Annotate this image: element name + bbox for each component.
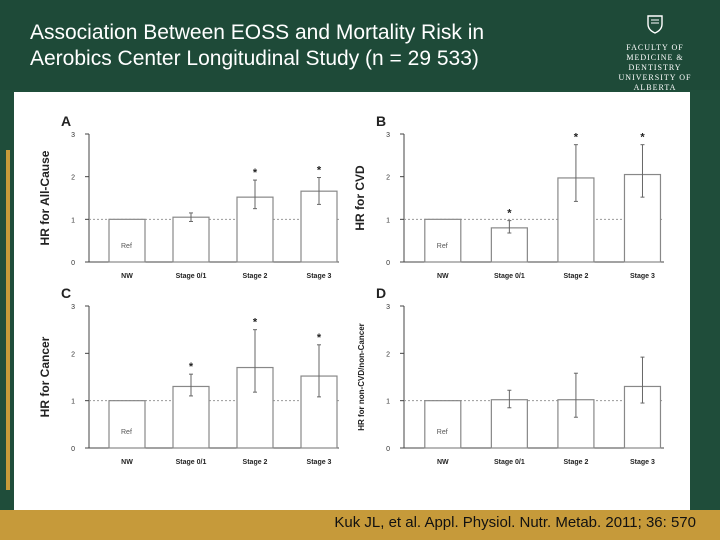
bar xyxy=(108,400,146,449)
y-tick-label: 0 xyxy=(386,260,390,267)
y-tick-label: 1 xyxy=(386,399,390,406)
x-tick-label: Stage 2 xyxy=(563,459,588,466)
significance-star: * xyxy=(640,132,645,144)
y-tick-label: 3 xyxy=(71,132,75,139)
y-tick-label: 2 xyxy=(71,175,75,182)
panel-letter: A xyxy=(61,113,71,129)
significance-star: * xyxy=(317,165,322,177)
panel-letter: C xyxy=(61,285,71,301)
y-tick-label: 3 xyxy=(386,304,390,311)
chart-panel-b: B HR for CVD 0 1 2 3 Ref NW * Stage 0/1 * Stage 2 * S… xyxy=(353,113,664,280)
y-axis-label: HR for CVD xyxy=(353,165,367,231)
chart-panel-d: D HR for non-CVD/non-Cancer 0 1 2 3 Ref NW Stage… xyxy=(357,285,664,466)
logo-line-medicine: MEDICINE & DENTISTRY xyxy=(626,53,684,72)
y-tick-label: 1 xyxy=(386,217,390,224)
figure-panel: A HR for All-Cause 0 1 2 3 Ref NW Stage 0/1 * Stag… xyxy=(14,92,690,510)
citation-text: Kuk JL, et al. Appl. Physiol. Nutr. Meta… xyxy=(334,514,696,531)
y-tick-label: 3 xyxy=(386,132,390,139)
ref-label: Ref xyxy=(121,429,132,436)
university-logo: FACULTY OF MEDICINE & DENTISTRY UNIVERSI… xyxy=(600,14,710,92)
significance-star: * xyxy=(253,317,258,329)
significance-star: * xyxy=(574,132,579,144)
left-accent-strip xyxy=(6,150,10,490)
significance-star: * xyxy=(317,332,322,344)
crest-icon xyxy=(647,15,663,34)
chart-panel-c: C HR for Cancer 0 1 2 3 Ref NW * Stage 0/1 * Stage … xyxy=(38,285,339,466)
chart-figure: A HR for All-Cause 0 1 2 3 Ref NW Stage 0/1 * Stag… xyxy=(38,113,664,466)
significance-star: * xyxy=(189,361,194,373)
x-tick-label: Stage 0/1 xyxy=(176,459,207,466)
significance-star: * xyxy=(253,167,258,179)
bar xyxy=(172,216,210,263)
x-tick-label: Stage 3 xyxy=(307,273,332,280)
ref-label: Ref xyxy=(437,429,448,436)
logo-line-faculty: FACULTY OF xyxy=(626,43,684,52)
x-tick-label: Stage 2 xyxy=(243,459,268,466)
y-axis-label: HR for All-Cause xyxy=(38,150,52,245)
slide-header: Association Between EOSS and Mortality R… xyxy=(0,0,720,92)
y-tick-label: 2 xyxy=(71,351,75,358)
y-tick-label: 1 xyxy=(71,217,75,224)
y-tick-label: 0 xyxy=(71,446,75,453)
chart-panel-a: A HR for All-Cause 0 1 2 3 Ref NW Stage 0/1 * Stag… xyxy=(38,113,339,280)
x-tick-label: Stage 0/1 xyxy=(176,273,207,280)
x-tick-label: NW xyxy=(121,273,133,280)
x-tick-label: Stage 3 xyxy=(630,273,655,280)
x-tick-label: NW xyxy=(121,459,133,466)
slide-title: Association Between EOSS and Mortality R… xyxy=(30,21,485,70)
x-tick-label: NW xyxy=(437,273,449,280)
y-axis-label: HR for Cancer xyxy=(38,336,52,417)
x-tick-label: Stage 2 xyxy=(243,273,268,280)
x-tick-label: Stage 3 xyxy=(630,459,655,466)
logo-line-university: UNIVERSITY OF ALBERTA xyxy=(618,73,692,92)
panel-letter: B xyxy=(376,113,386,129)
x-tick-label: NW xyxy=(437,459,449,466)
x-tick-label: Stage 0/1 xyxy=(494,459,525,466)
x-tick-label: Stage 0/1 xyxy=(494,273,525,280)
y-tick-label: 0 xyxy=(386,446,390,453)
y-tick-label: 1 xyxy=(71,399,75,406)
bar xyxy=(108,218,146,263)
bar xyxy=(490,227,528,263)
y-tick-label: 3 xyxy=(71,304,75,311)
slide-footer: Kuk JL, et al. Appl. Physiol. Nutr. Meta… xyxy=(0,510,720,540)
x-tick-label: Stage 2 xyxy=(563,273,588,280)
significance-star: * xyxy=(507,208,512,220)
y-axis-label: HR for non-CVD/non-Cancer xyxy=(357,323,366,431)
y-tick-label: 0 xyxy=(71,260,75,267)
bar xyxy=(300,190,338,263)
y-tick-label: 2 xyxy=(386,175,390,182)
ref-label: Ref xyxy=(121,243,132,250)
bar xyxy=(424,400,462,449)
panel-letter: D xyxy=(376,285,386,301)
bar xyxy=(424,218,462,263)
x-tick-label: Stage 3 xyxy=(307,459,332,466)
y-tick-label: 2 xyxy=(386,351,390,358)
ref-label: Ref xyxy=(437,243,448,250)
